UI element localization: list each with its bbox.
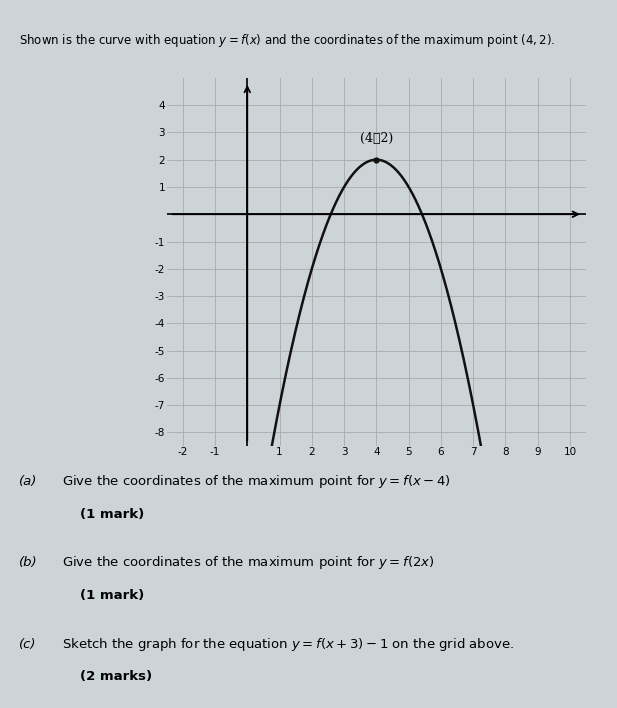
- Text: (a): (a): [19, 475, 37, 488]
- Text: Shown is the curve with equation $y = f(x)$ and the coordinates of the maximum p: Shown is the curve with equation $y = f(…: [19, 32, 555, 49]
- Text: Give the coordinates of the maximum point for $y = f(x-4)$: Give the coordinates of the maximum poin…: [62, 473, 450, 490]
- Text: (1 mark): (1 mark): [80, 508, 144, 520]
- Text: Sketch the graph for the equation $y = f(x+3)-1$ on the grid above.: Sketch the graph for the equation $y = f…: [62, 636, 514, 653]
- Text: (2 marks): (2 marks): [80, 670, 152, 683]
- Text: Give the coordinates of the maximum point for $y = f(2x)$: Give the coordinates of the maximum poin…: [62, 554, 434, 571]
- Text: (1 mark): (1 mark): [80, 589, 144, 602]
- Text: (4 2): (4 2): [360, 132, 394, 145]
- Text: (b): (b): [19, 556, 37, 569]
- Text: (c): (c): [19, 638, 36, 651]
